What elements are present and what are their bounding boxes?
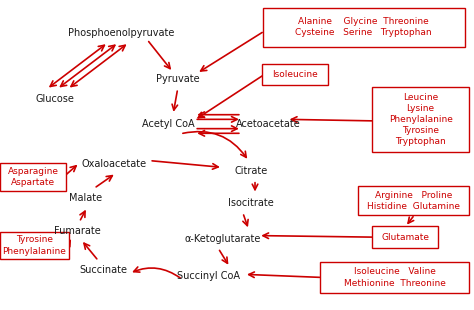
Text: Succinyl CoA: Succinyl CoA: [177, 271, 240, 281]
Text: Glutamate: Glutamate: [381, 232, 429, 242]
Text: Acetoacetate: Acetoacetate: [236, 119, 300, 129]
FancyBboxPatch shape: [0, 232, 69, 259]
FancyBboxPatch shape: [262, 64, 328, 85]
Text: Isocitrate: Isocitrate: [228, 198, 274, 208]
Text: Malate: Malate: [69, 193, 102, 203]
Text: Glucose: Glucose: [35, 94, 74, 104]
FancyBboxPatch shape: [320, 262, 469, 293]
Text: Acetyl CoA: Acetyl CoA: [142, 119, 195, 129]
FancyBboxPatch shape: [372, 87, 469, 152]
Text: Succinate: Succinate: [79, 265, 128, 275]
Text: Pyruvate: Pyruvate: [156, 74, 200, 84]
FancyBboxPatch shape: [358, 186, 469, 215]
Text: Phosphoenolpyruvate: Phosphoenolpyruvate: [68, 28, 174, 38]
Text: α-Ketoglutarate: α-Ketoglutarate: [184, 234, 261, 244]
Text: Citrate: Citrate: [235, 166, 268, 175]
FancyBboxPatch shape: [0, 163, 66, 191]
Text: Asparagine
Aspartate: Asparagine Aspartate: [8, 167, 59, 187]
Text: Isoleucine: Isoleucine: [273, 70, 318, 79]
Text: Tyrosine
Phenylalanine: Tyrosine Phenylalanine: [2, 236, 66, 255]
FancyBboxPatch shape: [263, 8, 465, 46]
FancyBboxPatch shape: [372, 226, 438, 248]
Text: Leucine
Lysine
Phenylalanine
Tyrosine
Tryptophan: Leucine Lysine Phenylalanine Tyrosine Tr…: [389, 93, 453, 146]
Text: Oxaloacetate: Oxaloacetate: [81, 159, 146, 169]
Text: Fumarate: Fumarate: [54, 226, 100, 236]
Text: Alanine    Glycine  Threonine
Cysteine   Serine   Tryptophan: Alanine Glycine Threonine Cysteine Serin…: [295, 17, 432, 37]
Text: Arginine   Proline
Histidine  Glutamine: Arginine Proline Histidine Glutamine: [367, 191, 460, 211]
Text: Isoleucine   Valine
Methionine  Threonine: Isoleucine Valine Methionine Threonine: [344, 268, 446, 287]
